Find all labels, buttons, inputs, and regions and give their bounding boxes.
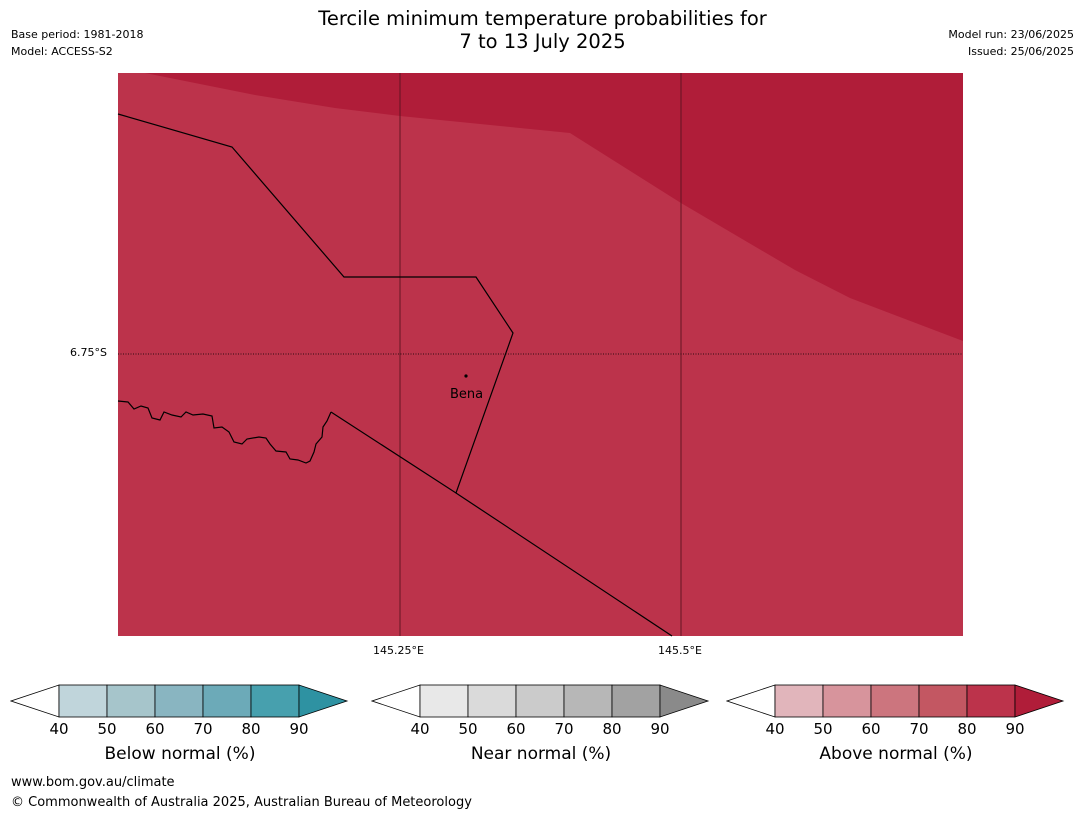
- latitude-label: 6.75°S: [70, 346, 107, 359]
- colorbar-tick: 60: [145, 720, 165, 738]
- colorbar-tick: 40: [765, 720, 785, 738]
- colorbar-tick: 50: [97, 720, 117, 738]
- colorbar-tick: 60: [506, 720, 526, 738]
- colorbar-above-normal: 40 50 60 70 80 90 Above normal (%): [726, 684, 1066, 764]
- map-upper-fill: [145, 73, 963, 341]
- colorbar-swatch: [419, 684, 469, 718]
- longitude-label-145-5: 145.5°E: [658, 644, 702, 657]
- colorbar-swatch: [966, 684, 1016, 718]
- base-period-text: Base period: 1981-2018: [11, 28, 144, 41]
- colorbar-swatch: [822, 684, 872, 718]
- colorbar-tick: 50: [813, 720, 833, 738]
- colorbar-swatch: [918, 684, 968, 718]
- colorbar-swatch: [611, 684, 661, 718]
- colorbar-tick: 90: [289, 720, 309, 738]
- title-line-2: 7 to 13 July 2025: [459, 30, 626, 53]
- colorbar-below-normal: 40 50 60 70 80 90 Below normal (%): [10, 684, 350, 764]
- colorbar-extend-low: [10, 684, 60, 718]
- colorbar-near-normal-swatches: [371, 684, 710, 718]
- colorbar-swatch: [467, 684, 517, 718]
- colorbar-below-normal-label: Below normal (%): [104, 744, 256, 764]
- colorbar-near-normal-label: Near normal (%): [470, 744, 612, 764]
- colorbar-above-normal-swatches: [726, 684, 1065, 718]
- colorbar-swatch: [154, 684, 204, 718]
- colorbar-swatch: [58, 684, 108, 718]
- meta-left: Base period: 1981-2018 Model: ACCESS-S2: [11, 26, 143, 60]
- colorbar-extend-high: [659, 684, 710, 718]
- colorbar-swatch: [774, 684, 824, 718]
- colorbar-above-normal-label: Above normal (%): [819, 744, 973, 764]
- colorbar-tick: 80: [957, 720, 977, 738]
- colorbar-extend-low: [726, 684, 776, 718]
- chart-title: Tercile minimum temperature probabilitie…: [0, 7, 1085, 53]
- colorbar-extend-low: [371, 684, 421, 718]
- longitude-label-145-25: 145.25°E: [373, 644, 424, 657]
- colorbar-swatch: [106, 684, 156, 718]
- colorbar-tick: 70: [193, 720, 213, 738]
- colorbar-swatch: [250, 684, 300, 718]
- colorbar-extend-high: [1014, 684, 1065, 718]
- colorbar-below-normal-swatches: [10, 684, 349, 718]
- colorbar-below-normal-ticks: 40 50 60 70 80 90: [10, 720, 350, 738]
- colorbar-tick: 40: [410, 720, 430, 738]
- province-border-south: [455, 492, 673, 637]
- colorbar-tick: 70: [909, 720, 929, 738]
- colorbar-swatch: [870, 684, 920, 718]
- title-line-1: Tercile minimum temperature probabilitie…: [318, 7, 767, 30]
- colorbar-tick: 90: [650, 720, 670, 738]
- colorbar-tick: 80: [602, 720, 622, 738]
- model-run-text: Model run: 23/06/2025: [948, 28, 1074, 41]
- colorbar-extend-high: [298, 684, 349, 718]
- meta-right: Model run: 23/06/2025 Issued: 25/06/2025: [948, 26, 1074, 60]
- colorbar-tick: 40: [49, 720, 69, 738]
- colorbar-tick: 80: [241, 720, 261, 738]
- place-label-bena: Bena: [450, 387, 484, 402]
- footer-url: www.bom.gov.au/climate: [11, 775, 175, 790]
- model-text: Model: ACCESS-S2: [11, 45, 113, 58]
- colorbar-near-normal: 40 50 60 70 80 90 Near normal (%): [371, 684, 711, 764]
- colorbar-swatch: [202, 684, 252, 718]
- footer-copyright: © Commonwealth of Australia 2025, Austra…: [11, 795, 472, 810]
- colorbar-tick: 60: [861, 720, 881, 738]
- colorbar-tick: 90: [1005, 720, 1025, 738]
- bena-marker: [464, 374, 468, 378]
- colorbar-above-normal-ticks: 40 50 60 70 80 90: [726, 720, 1066, 738]
- issued-text: Issued: 25/06/2025: [967, 45, 1074, 58]
- province-border-west: [117, 400, 332, 464]
- colorbar-swatch: [563, 684, 613, 718]
- colorbar-swatch: [515, 684, 565, 718]
- colorbar-tick: 50: [458, 720, 478, 738]
- colorbar-tick: 70: [554, 720, 574, 738]
- colorbar-near-normal-ticks: 40 50 60 70 80 90: [371, 720, 711, 738]
